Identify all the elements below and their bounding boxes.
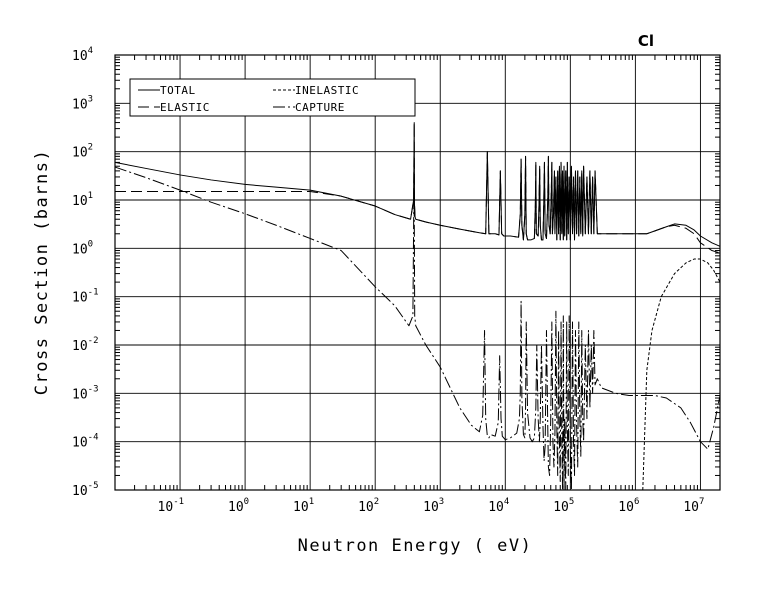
legend-label-capture: CAPTURE bbox=[295, 101, 345, 114]
y-tick-mantissa: 10 bbox=[72, 194, 88, 209]
y-tick-exponent: -2 bbox=[88, 336, 99, 346]
x-tick-exponent: 6 bbox=[634, 497, 639, 507]
x-tick-exponent: 4 bbox=[504, 497, 509, 507]
series-line-elastic bbox=[115, 122, 721, 254]
y-tick-mantissa: 10 bbox=[72, 291, 88, 306]
legend-box bbox=[129, 78, 416, 117]
x-tick-label: 107 bbox=[683, 497, 704, 515]
y-tick-label: 103 bbox=[72, 94, 93, 112]
x-tick-mantissa: 10 bbox=[683, 500, 699, 515]
x-tick-exponent: -1 bbox=[173, 497, 184, 507]
x-tick-label: 100 bbox=[228, 497, 249, 515]
legend-label-inelastic: INELASTIC bbox=[295, 84, 359, 97]
x-tick-label: 104 bbox=[488, 497, 509, 515]
x-tick-mantissa: 10 bbox=[553, 500, 569, 515]
y-tick-mantissa: 10 bbox=[72, 97, 88, 112]
x-tick-label: 103 bbox=[423, 497, 444, 515]
x-tick-label: 105 bbox=[553, 497, 574, 515]
x-tick-mantissa: 10 bbox=[228, 500, 244, 515]
x-axis-title: Neutron Energy ( eV) bbox=[298, 536, 533, 556]
y-tick-exponent: 2 bbox=[88, 143, 93, 153]
legend: TOTAL INELASTIC ELASTIC CAPTURE bbox=[129, 78, 416, 117]
x-tick-exponent: 3 bbox=[439, 497, 444, 507]
y-tick-label: 10-2 bbox=[72, 336, 99, 354]
x-tick-exponent: 2 bbox=[374, 497, 379, 507]
y-tick-mantissa: 10 bbox=[72, 242, 88, 257]
y-tick-label: 104 bbox=[72, 46, 93, 64]
legend-label-elastic: ELASTIC bbox=[160, 101, 210, 114]
y-tick-exponent: 0 bbox=[88, 239, 93, 249]
x-tick-mantissa: 10 bbox=[293, 500, 309, 515]
x-tick-exponent: 5 bbox=[569, 497, 574, 507]
legend-label-total: TOTAL bbox=[160, 84, 196, 97]
y-tick-label: 10-4 bbox=[72, 433, 99, 451]
y-tick-exponent: -5 bbox=[88, 481, 99, 491]
y-tick-label: 102 bbox=[72, 143, 93, 161]
chart-title: Cl bbox=[638, 32, 654, 50]
y-tick-mantissa: 10 bbox=[72, 387, 88, 402]
y-tick-label: 10-3 bbox=[72, 384, 99, 402]
series-line-capture bbox=[114, 166, 721, 491]
y-tick-exponent: -4 bbox=[88, 433, 99, 443]
plot-series bbox=[114, 122, 721, 491]
y-tick-exponent: 1 bbox=[88, 191, 93, 201]
x-tick-label: 101 bbox=[293, 497, 314, 515]
y-tick-mantissa: 10 bbox=[72, 339, 88, 354]
axis-ticks bbox=[115, 55, 720, 490]
x-tick-exponent: 0 bbox=[244, 497, 249, 507]
y-tick-exponent: 3 bbox=[88, 94, 93, 104]
y-tick-mantissa: 10 bbox=[72, 146, 88, 161]
grid-lines bbox=[115, 55, 720, 490]
y-tick-label: 101 bbox=[72, 191, 93, 209]
series-line-inelastic bbox=[642, 258, 721, 491]
y-tick-mantissa: 10 bbox=[72, 49, 88, 64]
y-tick-label: 100 bbox=[72, 239, 93, 257]
y-tick-exponent: -1 bbox=[88, 288, 99, 298]
plot-area-frame bbox=[114, 54, 721, 491]
x-tick-mantissa: 10 bbox=[488, 500, 504, 515]
y-tick-exponent: -3 bbox=[88, 384, 99, 394]
x-tick-label: 102 bbox=[358, 497, 379, 515]
x-tick-label: 106 bbox=[618, 497, 639, 515]
x-tick-mantissa: 10 bbox=[423, 500, 439, 515]
x-tick-exponent: 1 bbox=[309, 497, 314, 507]
y-tick-mantissa: 10 bbox=[72, 436, 88, 451]
x-tick-exponent: 7 bbox=[699, 497, 704, 507]
x-tick-label: 10-1 bbox=[158, 497, 185, 515]
y-tick-mantissa: 10 bbox=[72, 484, 88, 499]
y-tick-label: 10-1 bbox=[72, 288, 99, 306]
x-tick-mantissa: 10 bbox=[158, 500, 174, 515]
x-axis-tick-labels: 10-1 100 101 102 103 104 105 106 107 bbox=[158, 497, 705, 515]
x-tick-mantissa: 10 bbox=[618, 500, 634, 515]
x-tick-mantissa: 10 bbox=[358, 500, 374, 515]
y-axis-title: Cross Section (barns) bbox=[32, 149, 52, 395]
y-tick-label: 10-5 bbox=[72, 481, 99, 499]
y-tick-exponent: 4 bbox=[88, 46, 93, 56]
